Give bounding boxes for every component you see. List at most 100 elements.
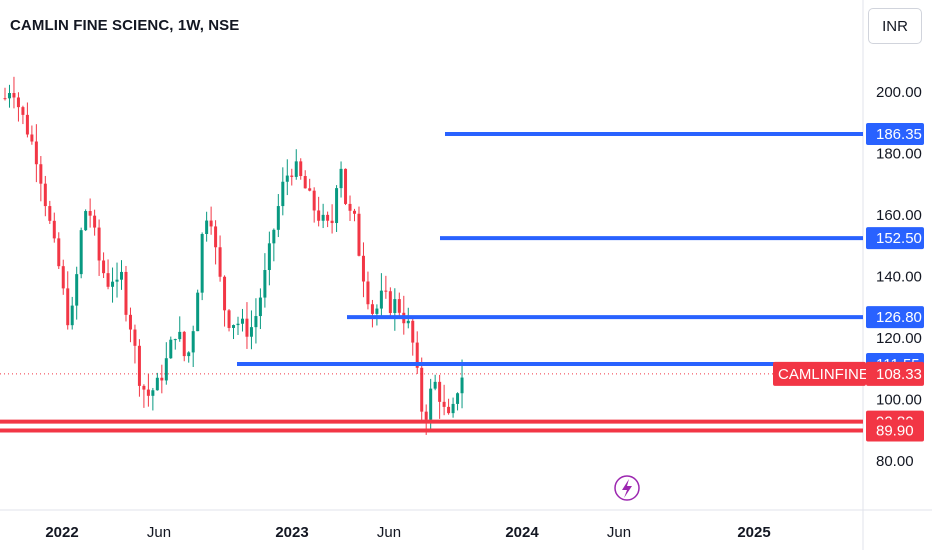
candle-body xyxy=(254,316,258,328)
candle-body xyxy=(232,325,236,328)
lightning-icon[interactable] xyxy=(614,475,640,501)
candle-body xyxy=(187,352,191,357)
level-price-label: 126.80 xyxy=(876,309,922,326)
candle-body xyxy=(249,327,253,337)
candle-body xyxy=(330,220,334,224)
candle-body xyxy=(388,291,392,313)
candle-body xyxy=(240,318,244,324)
candle-body xyxy=(169,339,173,359)
candle-body xyxy=(93,215,97,228)
candle-body xyxy=(379,290,383,309)
candle-body xyxy=(155,377,159,391)
candle-body xyxy=(48,206,52,221)
candle-body xyxy=(178,331,182,340)
candle-body xyxy=(97,227,101,261)
candle-body xyxy=(30,134,34,142)
candle-body xyxy=(57,238,61,267)
candle-body xyxy=(366,281,370,305)
candle-body xyxy=(456,393,460,404)
candle-body xyxy=(308,188,312,191)
candle-body xyxy=(34,141,38,165)
candle-body xyxy=(7,93,11,99)
candle-body xyxy=(84,211,88,231)
level-price-label: 152.50 xyxy=(876,230,922,247)
candle-body xyxy=(442,401,446,407)
currency-selector[interactable]: INR xyxy=(868,8,922,44)
candle-body xyxy=(263,270,267,298)
candle-body xyxy=(223,276,227,311)
candle-body xyxy=(429,388,433,420)
candle-body xyxy=(191,331,195,353)
candle-body xyxy=(285,175,289,182)
candle-body xyxy=(43,183,47,207)
candle-body xyxy=(438,381,442,402)
level-price-badge xyxy=(866,122,924,145)
candle-body xyxy=(384,290,388,292)
candle-body xyxy=(424,411,428,420)
level-price-label: 186.35 xyxy=(876,126,922,143)
candle-body xyxy=(451,403,455,414)
chart-title: CAMLIN FINE SCIENC, 1W, NSE xyxy=(10,17,240,34)
candle-body xyxy=(303,176,307,189)
y-tick-label: 160.00 xyxy=(876,207,922,224)
candle-body xyxy=(21,107,25,115)
y-tick-label: 180.00 xyxy=(876,146,922,163)
candle-body xyxy=(290,175,294,177)
candle-body xyxy=(299,161,303,177)
y-tick-label: 100.00 xyxy=(876,392,922,409)
candle-body xyxy=(321,214,325,221)
x-tick-label: Jun xyxy=(147,524,171,541)
x-tick-label: 2023 xyxy=(275,524,308,541)
candle-body xyxy=(146,389,150,396)
candle-body xyxy=(276,206,280,230)
last-price-label: 108.33 xyxy=(876,366,922,383)
candles xyxy=(3,76,464,435)
candle-body xyxy=(393,299,397,313)
candle-body xyxy=(433,381,437,389)
candle-body xyxy=(61,266,65,289)
symbol-label: CAMLINFINE xyxy=(778,366,869,383)
candle-body xyxy=(160,377,164,381)
candle-body xyxy=(375,308,379,314)
candle-body xyxy=(142,385,146,390)
candle-body xyxy=(111,281,115,287)
candle-body xyxy=(137,345,141,386)
candle-body xyxy=(370,304,374,314)
level-price-badge xyxy=(866,227,924,250)
level-price-badge xyxy=(866,419,924,442)
candle-body xyxy=(411,320,415,343)
candle-body xyxy=(460,377,464,394)
candle-body xyxy=(66,288,70,326)
candle-body xyxy=(12,93,16,98)
candle-body xyxy=(182,331,186,357)
candle-body xyxy=(312,190,316,211)
candle-body xyxy=(326,214,330,221)
candle-body xyxy=(236,323,240,326)
candle-body xyxy=(128,314,132,330)
candle-body xyxy=(115,279,119,282)
y-tick-label: 200.00 xyxy=(876,84,922,101)
candle-body xyxy=(39,164,43,184)
candle-body xyxy=(25,114,29,135)
candle-body xyxy=(272,229,276,244)
candle-body xyxy=(205,220,209,235)
candle-body xyxy=(3,98,7,100)
candle-body xyxy=(209,220,213,227)
candle-body xyxy=(397,299,401,313)
candle-body xyxy=(214,226,218,248)
candle-body xyxy=(106,273,110,287)
x-tick-label: 2024 xyxy=(505,524,539,541)
candle-body xyxy=(258,297,262,317)
level-price-badge xyxy=(866,306,924,329)
candle-body xyxy=(52,220,56,239)
candle-body xyxy=(200,234,204,293)
candle-body xyxy=(173,339,177,341)
y-tick-label: 80.00 xyxy=(876,453,914,470)
candle-body xyxy=(79,230,83,275)
last-price-badge xyxy=(866,361,924,386)
candle-body xyxy=(102,260,106,274)
x-tick-label: Jun xyxy=(377,524,401,541)
candle-body xyxy=(348,203,352,211)
candle-body xyxy=(415,342,419,368)
